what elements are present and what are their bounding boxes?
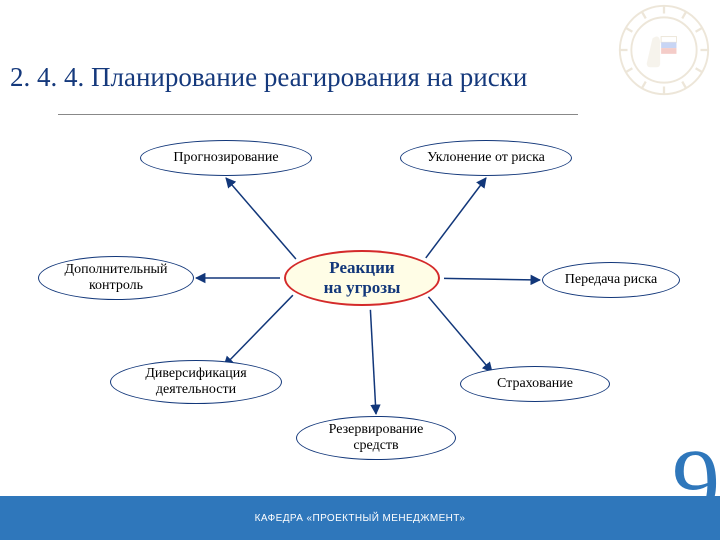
outer-node-n5: Диверсификациядеятельности xyxy=(110,360,282,404)
arrow-to-n7 xyxy=(370,310,376,414)
footer-bar: КАФЕДРА «ПРОЕКТНЫЙ МЕНЕДЖМЕНТ» xyxy=(0,496,720,540)
outer-node-n6: Страхование xyxy=(460,366,610,402)
footer-text: КАФЕДРА «ПРОЕКТНЫЙ МЕНЕДЖМЕНТ» xyxy=(255,513,466,524)
outer-node-n1: Прогнозирование xyxy=(140,140,312,176)
arrow-to-n4 xyxy=(444,278,540,280)
center-node-reactions: Реакциина угрозы xyxy=(284,250,440,306)
arrow-to-n1 xyxy=(226,178,296,259)
arrow-to-n5 xyxy=(224,295,293,366)
arrow-to-n6 xyxy=(428,297,492,372)
outer-node-n4: Передача риска xyxy=(542,262,680,298)
outer-node-n3: Дополнительныйконтроль xyxy=(38,256,194,300)
outer-node-n7: Резервированиесредств xyxy=(296,416,456,460)
arrow-to-n2 xyxy=(426,178,486,258)
outer-node-n2: Уклонение от риска xyxy=(400,140,572,176)
